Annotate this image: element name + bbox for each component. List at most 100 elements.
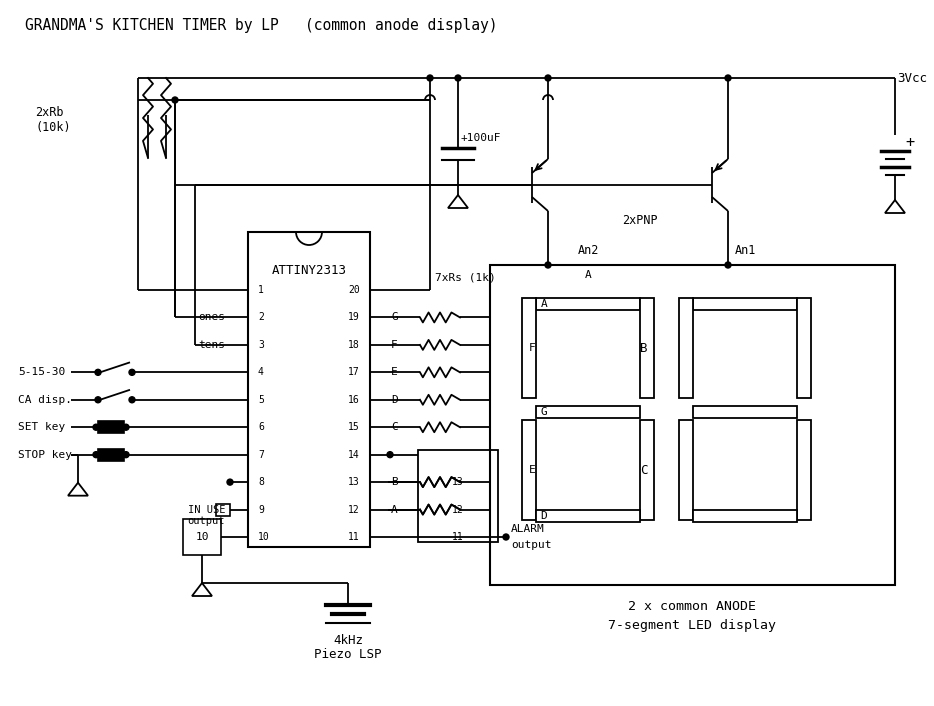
Text: 6: 6 (258, 422, 264, 432)
Circle shape (93, 452, 99, 457)
Text: F: F (391, 340, 398, 350)
Text: output: output (511, 540, 551, 550)
Text: GRANDMA'S KITCHEN TIMER by LP   (common anode display): GRANDMA'S KITCHEN TIMER by LP (common an… (25, 18, 498, 33)
Bar (522, 298, 536, 398)
Text: 10: 10 (258, 532, 270, 542)
Bar (693, 406, 797, 418)
Text: Piezo LSP: Piezo LSP (314, 649, 382, 662)
Circle shape (455, 75, 461, 81)
Circle shape (545, 75, 551, 81)
Text: 15: 15 (348, 422, 360, 432)
Circle shape (427, 75, 433, 81)
Text: D: D (391, 395, 398, 405)
Text: 2 x common ANODE: 2 x common ANODE (629, 601, 757, 614)
Text: An2: An2 (577, 244, 599, 256)
Text: STOP key: STOP key (18, 450, 72, 460)
Text: CA disp.: CA disp. (18, 395, 72, 405)
Bar (98, 449, 124, 461)
Circle shape (95, 397, 101, 403)
Text: 9: 9 (258, 505, 264, 515)
Circle shape (387, 452, 393, 457)
Text: 12: 12 (452, 505, 464, 515)
Bar (693, 510, 797, 522)
Text: F: F (529, 343, 535, 353)
Text: 13: 13 (348, 477, 360, 487)
Text: IN USE: IN USE (188, 505, 225, 515)
Bar (640, 298, 654, 398)
Text: 3: 3 (258, 340, 264, 350)
Text: 1: 1 (258, 285, 264, 295)
Text: 5-15-30: 5-15-30 (18, 367, 65, 377)
Text: G: G (541, 407, 547, 417)
Text: 7xRs (1k): 7xRs (1k) (435, 273, 496, 283)
Text: ones: ones (198, 313, 225, 323)
Text: 2: 2 (258, 313, 264, 323)
Text: 14: 14 (348, 450, 360, 460)
Text: 18: 18 (348, 340, 360, 350)
Text: 5: 5 (258, 395, 264, 405)
Text: 17: 17 (348, 367, 360, 377)
Text: 7: 7 (258, 450, 264, 460)
Text: 19: 19 (348, 313, 360, 323)
Bar (98, 421, 124, 433)
Text: (10k): (10k) (35, 121, 71, 135)
Text: 3Vcc: 3Vcc (897, 71, 927, 85)
Bar (797, 420, 811, 520)
Text: E: E (391, 367, 398, 377)
Circle shape (172, 97, 178, 103)
Text: A: A (541, 299, 547, 309)
Text: ATTINY2313: ATTINY2313 (272, 263, 347, 277)
Circle shape (545, 262, 551, 268)
Bar (797, 298, 811, 398)
Text: E: E (529, 465, 535, 475)
Text: 10: 10 (195, 532, 209, 542)
Circle shape (123, 452, 129, 457)
Bar (183, 519, 221, 555)
Text: 2xPNP: 2xPNP (622, 213, 658, 227)
Bar (522, 420, 536, 520)
Text: 11: 11 (452, 532, 464, 542)
Bar (693, 298, 797, 310)
Circle shape (93, 424, 99, 430)
Text: 13: 13 (452, 477, 464, 487)
Text: tens: tens (198, 340, 225, 350)
Text: 11: 11 (348, 532, 360, 542)
Circle shape (129, 369, 135, 376)
Bar (216, 503, 230, 515)
Circle shape (725, 262, 731, 268)
Text: An1: An1 (734, 244, 756, 256)
Text: SET key: SET key (18, 422, 65, 432)
Bar (640, 420, 654, 520)
Bar (536, 406, 640, 418)
Text: 4kHz: 4kHz (333, 633, 363, 647)
Bar (248, 232, 370, 547)
Text: 2xRb: 2xRb (35, 107, 64, 119)
Bar (679, 420, 693, 520)
Text: A: A (585, 270, 591, 280)
Circle shape (725, 75, 731, 81)
Text: 7-segment LED display: 7-segment LED display (608, 618, 776, 631)
Text: 4: 4 (258, 367, 264, 377)
Circle shape (227, 479, 233, 485)
Bar (679, 298, 693, 398)
Text: C: C (391, 422, 398, 432)
Bar (536, 298, 640, 310)
Circle shape (123, 424, 129, 430)
Text: 8: 8 (258, 477, 264, 487)
Circle shape (95, 369, 101, 376)
Text: +100uF: +100uF (461, 133, 502, 143)
Text: B: B (640, 342, 648, 354)
Text: 12: 12 (348, 505, 360, 515)
Text: D: D (541, 511, 547, 521)
Bar (536, 510, 640, 522)
Text: G: G (391, 313, 398, 323)
Text: 20: 20 (348, 285, 360, 295)
Text: B: B (391, 477, 398, 487)
Text: 16: 16 (348, 395, 360, 405)
Bar (418, 450, 498, 542)
Text: +: + (905, 136, 914, 150)
Text: A: A (391, 505, 398, 515)
Bar (490, 265, 895, 585)
Text: output: output (188, 515, 225, 525)
Circle shape (129, 397, 135, 403)
